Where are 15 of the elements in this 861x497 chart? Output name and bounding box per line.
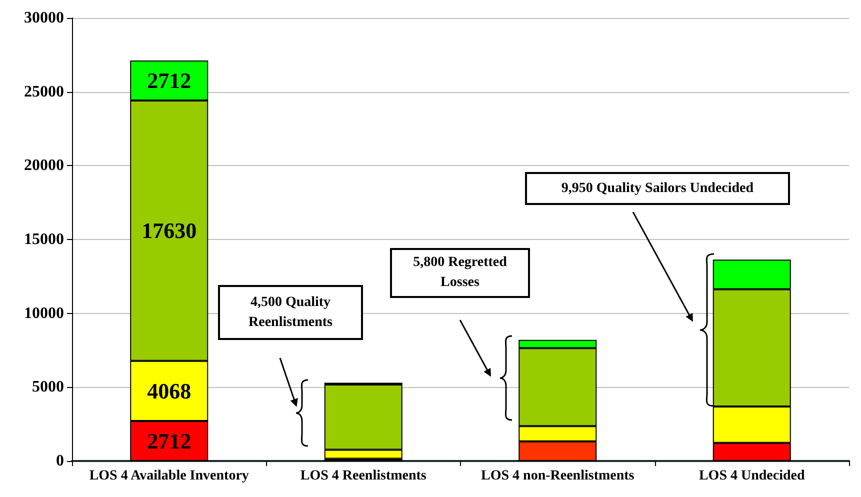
y-tick-label: 25000 <box>24 83 64 100</box>
x-tick-label: LOS 4 Available Inventory <box>89 468 249 484</box>
y-tick-label: 15000 <box>24 231 64 248</box>
data-label: 17630 <box>142 218 197 244</box>
y-tick-label: 30000 <box>24 10 64 26</box>
data-label: 2712 <box>147 68 192 94</box>
x-tick-label: LOS 4 Undecided <box>698 468 805 484</box>
data-label: 4068 <box>147 378 192 404</box>
y-tick-label: 10000 <box>24 304 64 322</box>
y-tick-label: 20000 <box>24 157 64 174</box>
data-label: 2712 <box>147 428 192 454</box>
y-tick-label: 5000 <box>32 378 64 396</box>
x-tick-label: LOS 4 Reenlistments <box>300 468 427 484</box>
y-tick-label: 0 <box>56 452 64 470</box>
x-tick-label: LOS 4 non-Reenlistments <box>481 468 635 484</box>
